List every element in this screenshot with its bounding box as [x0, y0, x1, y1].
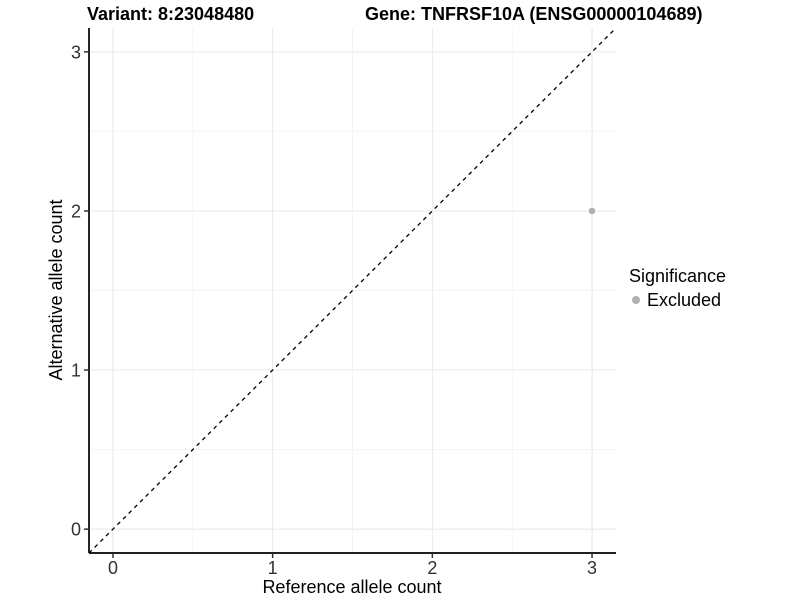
minor-gridlines	[89, 28, 616, 553]
tick-marks	[84, 51, 593, 558]
variant-title: Variant: 8:23048480	[87, 4, 255, 24]
svg-text:1: 1	[268, 558, 278, 578]
axis-lines	[88, 28, 616, 554]
excluded-point-icon	[632, 296, 640, 304]
svg-text:2: 2	[427, 558, 437, 578]
y-axis-title: Alternative allele count	[46, 199, 66, 380]
gene-title: Gene: TNFRSF10A (ENSG00000104689)	[365, 4, 703, 24]
x-tick-labels: 0 1 2 3	[108, 558, 597, 578]
major-gridlines	[89, 28, 616, 553]
svg-text:1: 1	[71, 361, 81, 381]
legend-item-label: Excluded	[647, 290, 722, 310]
legend-item-excluded: Excluded	[629, 290, 726, 310]
y-tick-labels: 0 1 2 3	[71, 42, 81, 539]
x-axis-title: Reference allele count	[262, 577, 441, 597]
svg-text:3: 3	[71, 42, 81, 62]
svg-text:0: 0	[71, 520, 81, 540]
svg-text:0: 0	[108, 558, 118, 578]
data-points	[588, 207, 596, 215]
svg-text:2: 2	[71, 201, 81, 221]
svg-text:3: 3	[587, 558, 597, 578]
identity-dashed-line	[88, 27, 617, 554]
legend: Significance Excluded	[629, 266, 726, 310]
legend-title: Significance	[629, 266, 727, 286]
